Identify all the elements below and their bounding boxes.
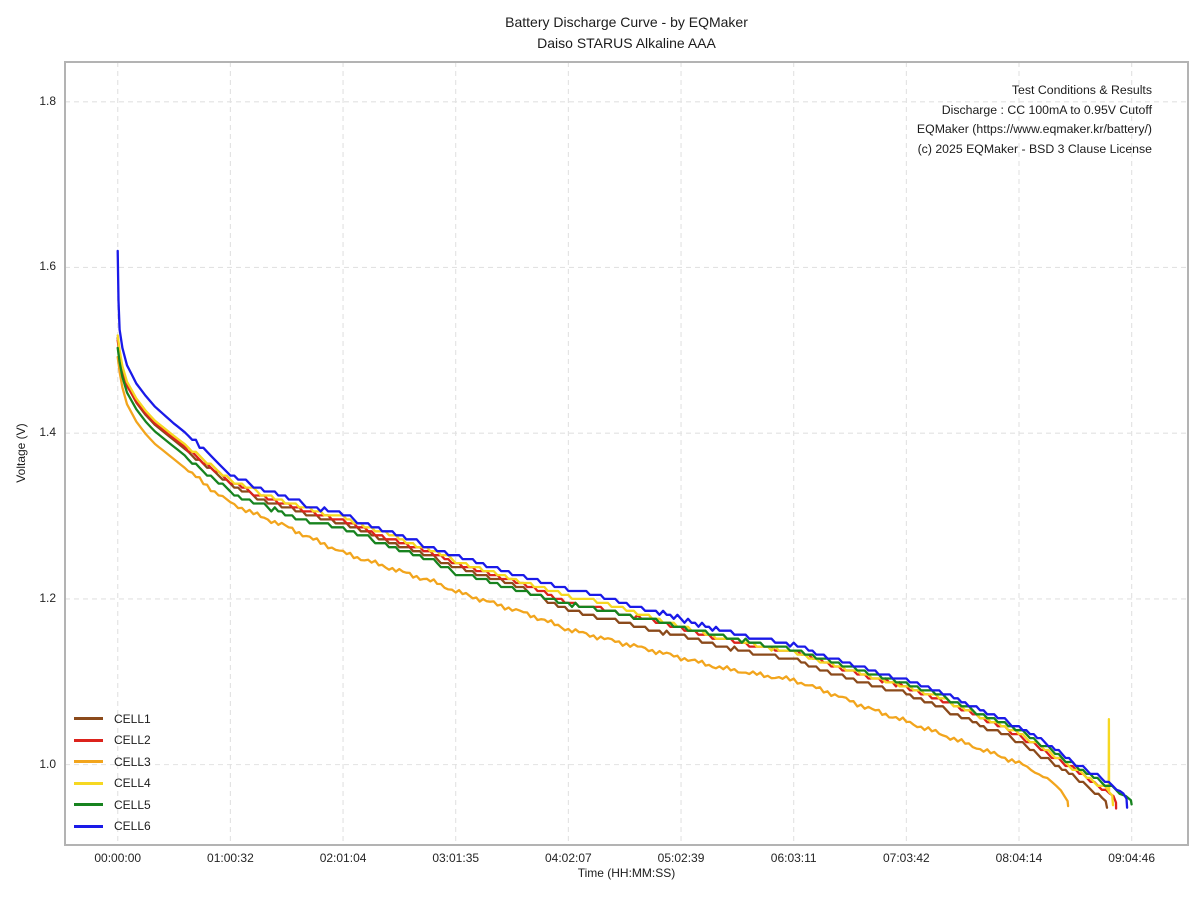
chart-subtitle: Daiso STARUS Alkaline AAA <box>537 35 716 51</box>
annotation-line-3: EQMaker (https://www.eqmaker.kr/battery/… <box>916 122 1152 136</box>
x-tick-label: 03:01:35 <box>432 851 480 865</box>
legend-swatch-cell4 <box>74 781 103 785</box>
series-cell2-line <box>116 339 1118 810</box>
legend-swatch-cell2 <box>74 738 103 742</box>
y-tick-label: 1.6 <box>39 259 56 274</box>
annotation-line-1: Test Conditions & Results <box>1011 83 1152 97</box>
legend-label-cell2: CELL2 <box>114 733 151 748</box>
legend-swatch-cell6 <box>74 824 103 828</box>
chart-title-block: Battery Discharge Curve - by EQMaker Dai… <box>65 12 1188 54</box>
legend-item-cell6: CELL6 <box>74 816 151 838</box>
x-axis-label: Time (HH:MM:SS) <box>577 866 676 880</box>
plot-border <box>64 61 1189 846</box>
legend-label-cell6: CELL6 <box>114 819 151 834</box>
legend-swatch-cell3 <box>74 760 103 764</box>
gridlines <box>65 62 1188 845</box>
x-tick-label: 04:02:07 <box>545 851 592 865</box>
x-tick-label: 08:04:14 <box>995 851 1043 865</box>
legend-item-cell1: CELL1 <box>74 708 151 730</box>
legend-label-cell4: CELL4 <box>114 776 151 791</box>
legend-label-cell3: CELL3 <box>114 754 151 769</box>
x-tick-label: 06:03:11 <box>770 851 817 865</box>
legend-item-cell5: CELL5 <box>74 794 151 816</box>
x-tick-label: 09:04:46 <box>1108 851 1156 865</box>
chart-title: Battery Discharge Curve - by EQMaker <box>505 14 748 30</box>
legend-swatch-cell1 <box>74 717 103 721</box>
series-cell1-line <box>116 336 1109 809</box>
x-tick-label: 07:03:42 <box>883 851 930 865</box>
annotation-line-2: Discharge : CC 100mA to 0.95V Cutoff <box>941 102 1152 117</box>
series-cell5-line <box>116 346 1133 806</box>
y-tick-label: 1.8 <box>39 93 56 108</box>
y-tick-label: 1.2 <box>39 590 56 605</box>
legend-item-cell2: CELL2 <box>74 730 151 752</box>
y-tick-label: 1.4 <box>39 425 56 440</box>
y-tick-label: 1.0 <box>39 756 56 771</box>
legend-swatch-cell5 <box>74 803 103 807</box>
legend-label-cell5: CELL5 <box>114 797 151 812</box>
x-tick-label: 05:02:39 <box>657 851 705 865</box>
annotation-line-4: (c) 2025 EQMaker - BSD 3 Clause License <box>917 141 1152 156</box>
legend-label-cell1: CELL1 <box>114 711 151 726</box>
legend-item-cell3: CELL3 <box>74 751 151 773</box>
x-tick-label: 01:00:32 <box>207 851 254 865</box>
legend-item-cell4: CELL4 <box>74 773 151 795</box>
chart-legend: CELL1 CELL2 CELL3 CELL4 CELL5 CELL6 <box>74 708 151 837</box>
series-cell3-line <box>116 355 1070 808</box>
series-cell6-line <box>116 249 1129 809</box>
test-conditions-annotation: Test Conditions & Results Discharge : CC… <box>917 81 1152 159</box>
series-cell4-line <box>116 334 1115 807</box>
x-tick-label: 02:01:04 <box>319 851 367 865</box>
x-tick-label: 00:00:00 <box>94 851 142 865</box>
